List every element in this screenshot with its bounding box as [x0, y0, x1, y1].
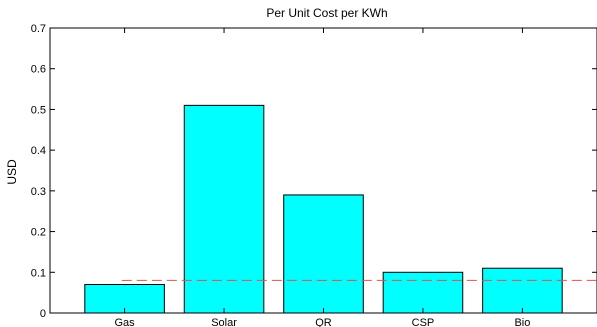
- x-tick-label: CSP: [412, 317, 435, 327]
- y-tick-label: 0.1: [31, 267, 46, 279]
- chart-title: Per Unit Cost per KWh: [266, 6, 387, 20]
- bars-group: [84, 104, 563, 314]
- y-tick-label: 0.3: [31, 186, 46, 198]
- y-tick-label: 0: [40, 308, 46, 320]
- y-tick-label: 0.7: [31, 23, 46, 35]
- y-tick-label: 0.4: [31, 145, 46, 157]
- x-tick-label: Bio: [514, 317, 530, 327]
- bar-solar: [183, 104, 265, 314]
- x-tick-label: Gas: [114, 317, 135, 327]
- x-axis: Gas Solar QR CSP Bio: [114, 28, 530, 327]
- y-axis-label: USD: [5, 159, 19, 185]
- x-tick-label: QR: [315, 317, 332, 327]
- x-tick-label: Solar: [211, 317, 237, 327]
- y-axis: 0 0.1 0.2 0.3 0.4 0.5 0.6 0.7: [31, 23, 597, 320]
- bar-csp: [382, 271, 464, 314]
- y-tick-label: 0.2: [31, 227, 46, 239]
- bar-bio: [482, 267, 563, 314]
- bar-qr: [283, 194, 364, 314]
- y-tick-label: 0.5: [31, 104, 46, 116]
- y-tick-label: 0.6: [31, 64, 46, 76]
